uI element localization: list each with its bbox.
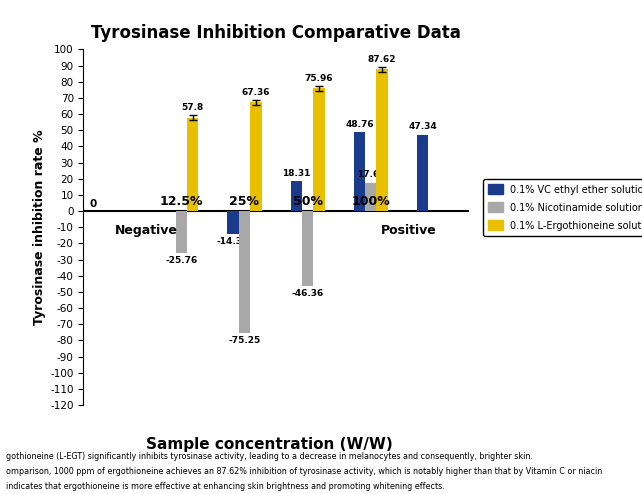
Text: omparison, 1000 ppm of ergothioneine achieves an 87.62% inhibition of tyrosinase: omparison, 1000 ppm of ergothioneine ach… (6, 467, 603, 476)
Text: 25%: 25% (229, 195, 259, 208)
Text: 50%: 50% (293, 195, 323, 208)
Text: 12.5%: 12.5% (160, 195, 203, 208)
Text: -14.33: -14.33 (217, 238, 249, 247)
Bar (376, 70, 388, 211)
Text: 75.96: 75.96 (305, 74, 333, 82)
Y-axis label: Tyrosinase inhibition rate %: Tyrosinase inhibition rate % (33, 129, 46, 325)
Text: Negative: Negative (115, 224, 178, 237)
Text: 67.36: 67.36 (241, 87, 270, 96)
Text: 47.34: 47.34 (408, 123, 437, 131)
Text: 48.76: 48.76 (345, 120, 374, 129)
Bar (176, 211, 187, 253)
Legend: 0.1% VC ethyl ether solution, 0.1% Nicotinamide solution, 0.1% L-Ergothioneine s: 0.1% VC ethyl ether solution, 0.1% Nicot… (483, 179, 642, 236)
Text: gothioneine (L-EGT) significantly inhibits tyrosinase activity, leading to a dec: gothioneine (L-EGT) significantly inhibi… (6, 452, 534, 461)
Text: 100%: 100% (351, 195, 390, 208)
Bar (227, 211, 239, 234)
Title: Tyrosinase Inhibition Comparative Data: Tyrosinase Inhibition Comparative Data (91, 24, 461, 42)
Bar (291, 181, 302, 211)
Bar (365, 183, 376, 211)
Text: Positive: Positive (381, 224, 437, 237)
Text: -75.25: -75.25 (229, 336, 261, 345)
Bar (313, 88, 325, 211)
Text: 18.31: 18.31 (282, 169, 311, 178)
Text: 87.62: 87.62 (368, 55, 396, 64)
Bar (417, 134, 428, 211)
Text: -46.36: -46.36 (291, 289, 324, 298)
Bar (250, 102, 261, 211)
Bar (187, 118, 198, 211)
Bar (354, 132, 365, 211)
Bar (239, 211, 250, 333)
Text: 17.61: 17.61 (356, 170, 385, 179)
Text: 57.8: 57.8 (182, 103, 204, 112)
Text: 0: 0 (89, 199, 96, 208)
Text: -25.76: -25.76 (165, 256, 198, 265)
Bar (302, 211, 313, 286)
Text: indicates that ergothioneine is more effective at enhancing skin brightness and : indicates that ergothioneine is more eff… (6, 482, 445, 491)
Text: Sample concentration (W/W): Sample concentration (W/W) (146, 437, 393, 452)
